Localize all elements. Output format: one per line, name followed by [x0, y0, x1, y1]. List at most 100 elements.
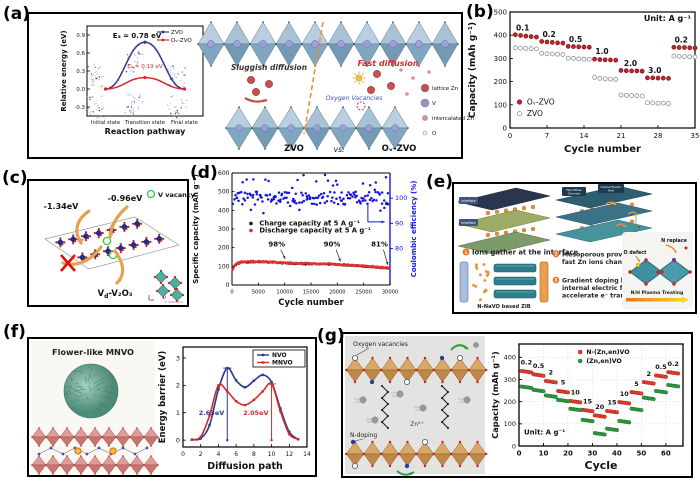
svg-text:3: 3 — [555, 278, 558, 284]
svg-text:Capacity (mAh g⁻¹): Capacity (mAh g⁻¹) — [468, 22, 478, 118]
svg-text:intercalated Zn: intercalated Zn — [432, 116, 475, 122]
svg-text:0: 0 — [226, 282, 230, 289]
svg-text:15: 15 — [607, 399, 617, 407]
panel-d-label: (d) — [190, 163, 218, 183]
svg-text:Oᵥ-ZVO: Oᵥ-ZVO — [527, 98, 555, 107]
svg-text:60: 60 — [661, 450, 671, 458]
svg-text:V vacancy: V vacancy — [158, 191, 196, 199]
svg-text:(Zn,en)VO: (Zn,en)VO — [586, 358, 621, 365]
panel-a: -0.3 0.0 0.3 0.6 0.9 Initial state Transition … — [27, 12, 475, 159]
svg-text:Diffusion path: Diffusion path — [207, 461, 283, 472]
svg-text:200: 200 — [494, 78, 507, 86]
svg-text:50: 50 — [637, 450, 647, 458]
svg-text:ZVO: ZVO — [171, 30, 184, 36]
svg-text:2.63eV: 2.63eV — [199, 409, 224, 417]
svg-text:N-NaVO based ZIB: N-NaVO based ZIB — [477, 304, 531, 310]
svg-text:Specific capacity (mAh g⁻¹): Specific capacity (mAh g⁻¹) — [191, 174, 200, 284]
svg-text:30: 30 — [588, 450, 598, 458]
svg-text:98%: 98% — [268, 241, 285, 249]
svg-text:Interface: Interface — [461, 221, 475, 225]
svg-text:V vacancy: V vacancy — [165, 300, 184, 304]
svg-text:100: 100 — [218, 263, 230, 270]
svg-text:Oᵥ-ZVO: Oᵥ-ZVO — [171, 38, 192, 44]
svg-text:Interface: Interface — [461, 199, 475, 203]
svg-text:90: 90 — [395, 219, 403, 227]
v-vacancy-structure: V vacancy -1.34eV -0.96eV Vd-V₂O₃ V vacancy — [44, 189, 196, 304]
svg-text:internal electric field to: internal electric field to — [562, 285, 644, 292]
svg-text:Cycle: Cycle — [585, 459, 618, 472]
panel-f: Flower-like MNVO 0 1 2 3 0 2 4 6 8 10 12 14 Diffusio… — [27, 337, 317, 477]
rate-cycle-chart: 0 100 200 300 400 0 10 20 30 40 50 60 Cycle Capacity … — [490, 343, 684, 472]
panel-f-label: (f) — [3, 322, 26, 342]
svg-text:6: 6 — [234, 451, 238, 458]
svg-text:40: 40 — [612, 450, 622, 458]
svg-text:0: 0 — [181, 451, 185, 458]
svg-text:28: 28 — [654, 132, 663, 140]
svg-text:accelerate e⁻ transport: accelerate e⁻ transport — [562, 293, 643, 300]
svg-text:NVO: NVO — [272, 352, 287, 359]
svg-text:N replace: N replace — [661, 238, 687, 244]
svg-text:15: 15 — [583, 398, 593, 406]
svg-text:0: 0 — [517, 450, 522, 458]
svg-text:Fast diffusion: Fast diffusion — [358, 59, 419, 68]
svg-text:300: 300 — [504, 376, 516, 384]
svg-text:0: 0 — [512, 442, 516, 450]
svg-text:lattice Zn: lattice Zn — [432, 86, 459, 92]
svg-text:0.3: 0.3 — [76, 69, 85, 75]
znvo-structure-schematic: Oxygen vacancies Zn²⁺ N-doping — [345, 336, 488, 476]
svg-text:2: 2 — [646, 370, 651, 378]
svg-text:0.2: 0.2 — [521, 359, 533, 367]
svg-text:Initial state: Initial state — [91, 120, 120, 126]
svg-text:Ions gather at the interface: Ions gather at the interface — [472, 249, 579, 257]
zvo-diffusion-schematic: Sluggish diffusion Fast diffusion Oxygen V… — [197, 21, 475, 154]
svg-text:35: 35 — [691, 132, 700, 140]
svg-text:Flower-like MNVO: Flower-like MNVO — [52, 347, 134, 357]
svg-text:Coulombic efficiency (%): Coulombic efficiency (%) — [410, 181, 418, 278]
svg-text:2.05eV: 2.05eV — [243, 409, 268, 417]
svg-text:Eₐ = 0.78 eV: Eₐ = 0.78 eV — [113, 32, 162, 40]
svg-text:200: 200 — [504, 398, 516, 406]
svg-text:Zn²⁺: Zn²⁺ — [410, 421, 424, 428]
svg-text:14: 14 — [580, 132, 589, 140]
svg-text:500: 500 — [218, 189, 230, 196]
svg-text:Capacity (mAh g⁻¹): Capacity (mAh g⁻¹) — [490, 351, 500, 439]
svg-text:0.5: 0.5 — [533, 362, 545, 370]
panel-g-label: (g) — [317, 326, 345, 346]
svg-text:Eₐ = 0.19 eV: Eₐ = 0.19 eV — [127, 64, 163, 70]
svg-text:0.5: 0.5 — [569, 35, 582, 44]
svg-text:81%: 81% — [371, 241, 388, 249]
svg-text:2: 2 — [549, 369, 554, 377]
svg-text:1: 1 — [464, 250, 467, 256]
svg-text:0.1: 0.1 — [516, 24, 529, 33]
svg-text:300: 300 — [494, 55, 507, 63]
svg-text:90%: 90% — [324, 241, 341, 249]
svg-text:0.9: 0.9 — [76, 33, 85, 39]
svg-text:0: 0 — [503, 125, 507, 133]
panel-e-label: (e) — [426, 172, 454, 192]
svg-text:0.2: 0.2 — [667, 360, 679, 368]
svg-text:Transition state: Transition state — [124, 120, 165, 126]
svg-text:300: 300 — [218, 226, 230, 233]
svg-text:2: 2 — [199, 451, 203, 458]
svg-text:1: 1 — [176, 409, 180, 417]
svg-text:Charge capacity at 5 A g⁻¹: Charge capacity at 5 A g⁻¹ — [259, 220, 359, 228]
svg-text:7: 7 — [545, 132, 549, 140]
svg-text:0.6: 0.6 — [76, 51, 85, 57]
svg-text:80: 80 — [395, 245, 403, 253]
panel-e: Interface Interface Fast diffuse Channels In… — [452, 182, 697, 314]
svg-text:Gradient doping builds: Gradient doping builds — [562, 278, 642, 285]
svg-text:0.2: 0.2 — [675, 36, 688, 45]
svg-text:0: 0 — [176, 436, 180, 444]
svg-text:100: 100 — [504, 420, 516, 428]
svg-text:ZVO: ZVO — [527, 109, 543, 118]
svg-text:N/H Plasma Treating: N/H Plasma Treating — [631, 290, 684, 296]
long-cycling-chart: 0 100 200 300 400 500 600 0 5000 10000 15000 20000 2… — [191, 170, 418, 308]
svg-text:Discharge capacity at 5 A g⁻¹: Discharge capacity at 5 A g⁻¹ — [259, 227, 371, 235]
svg-text:5: 5 — [634, 380, 639, 388]
svg-text:Vd-V₂O₃: Vd-V₂O₃ — [97, 289, 132, 300]
svg-text:Cycle number: Cycle number — [564, 144, 641, 155]
svg-text:Field: Field — [608, 189, 614, 193]
svg-text:Oxygen vacancies: Oxygen vacancies — [353, 341, 408, 348]
panel-c: V vacancy -1.34eV -0.96eV Vd-V₂O₃ V vacancy — [27, 179, 196, 307]
